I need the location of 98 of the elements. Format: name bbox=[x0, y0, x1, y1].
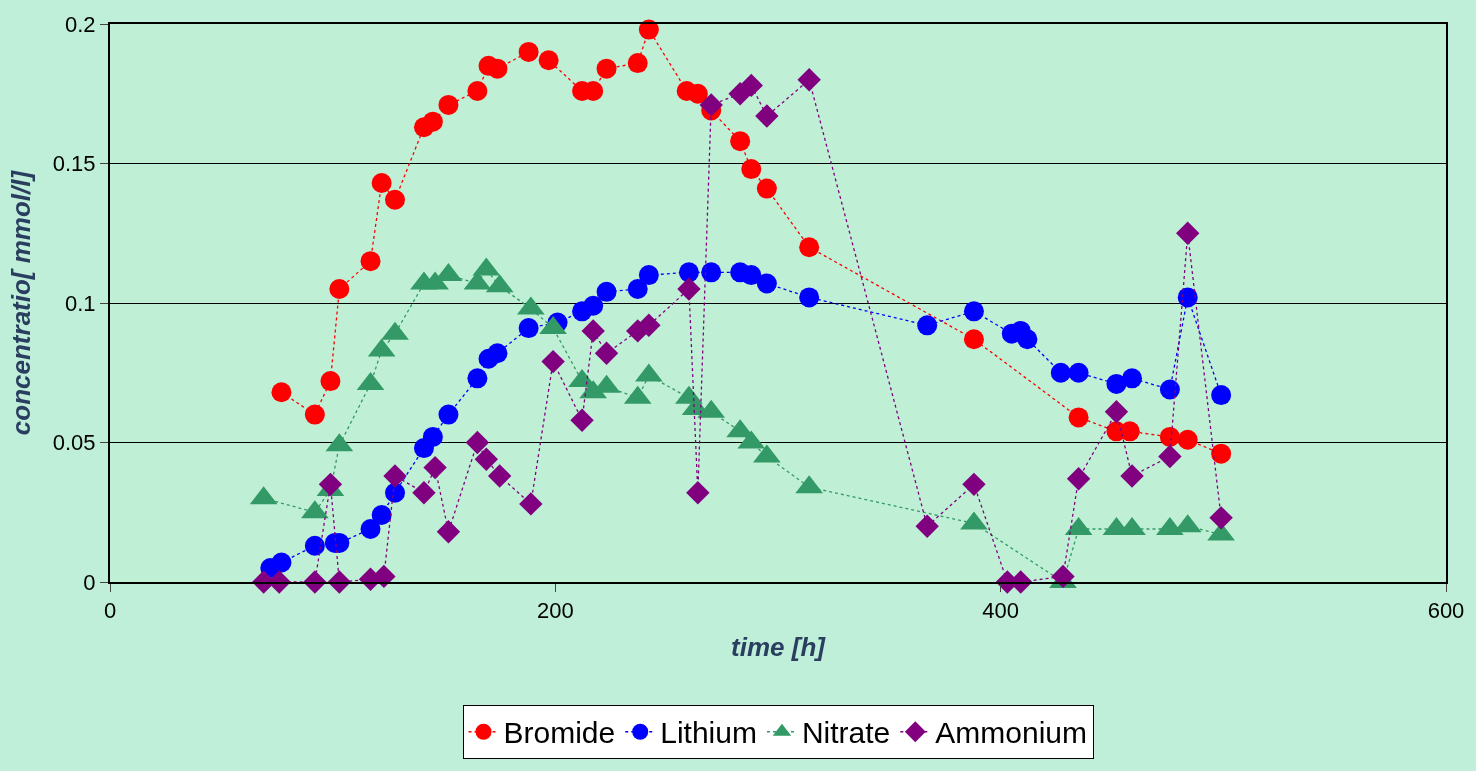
point bbox=[487, 343, 508, 364]
point bbox=[371, 173, 392, 194]
point bbox=[360, 251, 381, 272]
point bbox=[797, 68, 821, 92]
point bbox=[730, 131, 751, 152]
point bbox=[438, 94, 459, 115]
legend-label: Lithium bbox=[660, 716, 757, 750]
point bbox=[570, 408, 594, 432]
point bbox=[518, 41, 539, 62]
point bbox=[518, 318, 539, 339]
point bbox=[1158, 444, 1182, 469]
x-tick-label: 200 bbox=[536, 598, 574, 624]
point bbox=[422, 111, 443, 132]
point bbox=[487, 464, 512, 488]
point bbox=[1068, 407, 1089, 428]
point bbox=[687, 83, 708, 104]
point bbox=[1177, 429, 1198, 450]
point bbox=[963, 301, 984, 322]
x-tick-label: 0 bbox=[103, 598, 117, 624]
point bbox=[637, 313, 661, 338]
legend-label: Nitrate bbox=[801, 716, 891, 750]
y-tick-label: 0.05 bbox=[52, 430, 96, 456]
legend-label: Bromide bbox=[503, 716, 616, 750]
point bbox=[756, 273, 777, 294]
point bbox=[627, 279, 648, 300]
point bbox=[1106, 373, 1127, 394]
point bbox=[739, 73, 763, 98]
point bbox=[638, 265, 659, 286]
point bbox=[271, 382, 292, 403]
legend-label: Ammonium bbox=[935, 716, 1087, 750]
point bbox=[1066, 467, 1091, 491]
point bbox=[1120, 464, 1144, 488]
point bbox=[963, 329, 984, 350]
point bbox=[1122, 368, 1143, 389]
point bbox=[1050, 362, 1071, 383]
point bbox=[581, 319, 605, 343]
point bbox=[627, 53, 648, 74]
point bbox=[329, 279, 350, 300]
point bbox=[1159, 379, 1180, 400]
point bbox=[438, 404, 459, 425]
point bbox=[519, 492, 543, 516]
point bbox=[320, 371, 341, 392]
point bbox=[699, 93, 723, 117]
point bbox=[799, 287, 820, 308]
point bbox=[385, 189, 406, 210]
point bbox=[360, 518, 381, 539]
point bbox=[487, 58, 508, 79]
point bbox=[1176, 221, 1200, 245]
point bbox=[756, 178, 777, 199]
point bbox=[596, 281, 617, 302]
point bbox=[467, 80, 488, 101]
point bbox=[423, 455, 447, 480]
point bbox=[412, 481, 436, 505]
point bbox=[318, 472, 343, 497]
point bbox=[1209, 506, 1233, 530]
point bbox=[1104, 400, 1129, 424]
point bbox=[741, 159, 762, 180]
point bbox=[1017, 329, 1038, 350]
point bbox=[1211, 443, 1232, 464]
point bbox=[1051, 564, 1075, 589]
point bbox=[915, 514, 939, 538]
point bbox=[701, 262, 722, 283]
point bbox=[596, 58, 617, 79]
y-tick-label: 0.2 bbox=[65, 11, 96, 37]
point bbox=[541, 349, 565, 374]
point bbox=[422, 426, 443, 447]
point bbox=[799, 237, 820, 258]
point bbox=[917, 315, 938, 336]
point bbox=[372, 564, 396, 589]
point bbox=[271, 552, 292, 573]
point bbox=[467, 368, 488, 389]
y-tick-label: 0.15 bbox=[52, 151, 96, 177]
point bbox=[465, 430, 490, 455]
x-tick-label: 400 bbox=[982, 598, 1020, 624]
point bbox=[474, 447, 499, 471]
point bbox=[304, 535, 325, 556]
point bbox=[1211, 385, 1232, 406]
point bbox=[385, 482, 406, 503]
point bbox=[594, 341, 619, 365]
x-tick-label: 600 bbox=[1427, 598, 1465, 624]
point bbox=[371, 505, 392, 526]
point bbox=[1177, 287, 1198, 308]
point bbox=[383, 464, 407, 488]
y-tick-label: 0 bbox=[83, 569, 96, 595]
point bbox=[677, 277, 701, 301]
y-axis-title: concentratio[ mmol/l] bbox=[5, 169, 36, 436]
point bbox=[583, 295, 604, 316]
point bbox=[678, 262, 699, 283]
point bbox=[741, 265, 762, 286]
point bbox=[755, 104, 779, 128]
point bbox=[538, 50, 559, 71]
point bbox=[962, 472, 986, 497]
y-tick-label: 0.1 bbox=[65, 290, 96, 316]
x-axis-title: time [h] bbox=[731, 631, 827, 662]
point bbox=[1068, 362, 1089, 383]
point bbox=[304, 404, 325, 425]
point bbox=[436, 520, 461, 544]
point bbox=[686, 481, 710, 505]
